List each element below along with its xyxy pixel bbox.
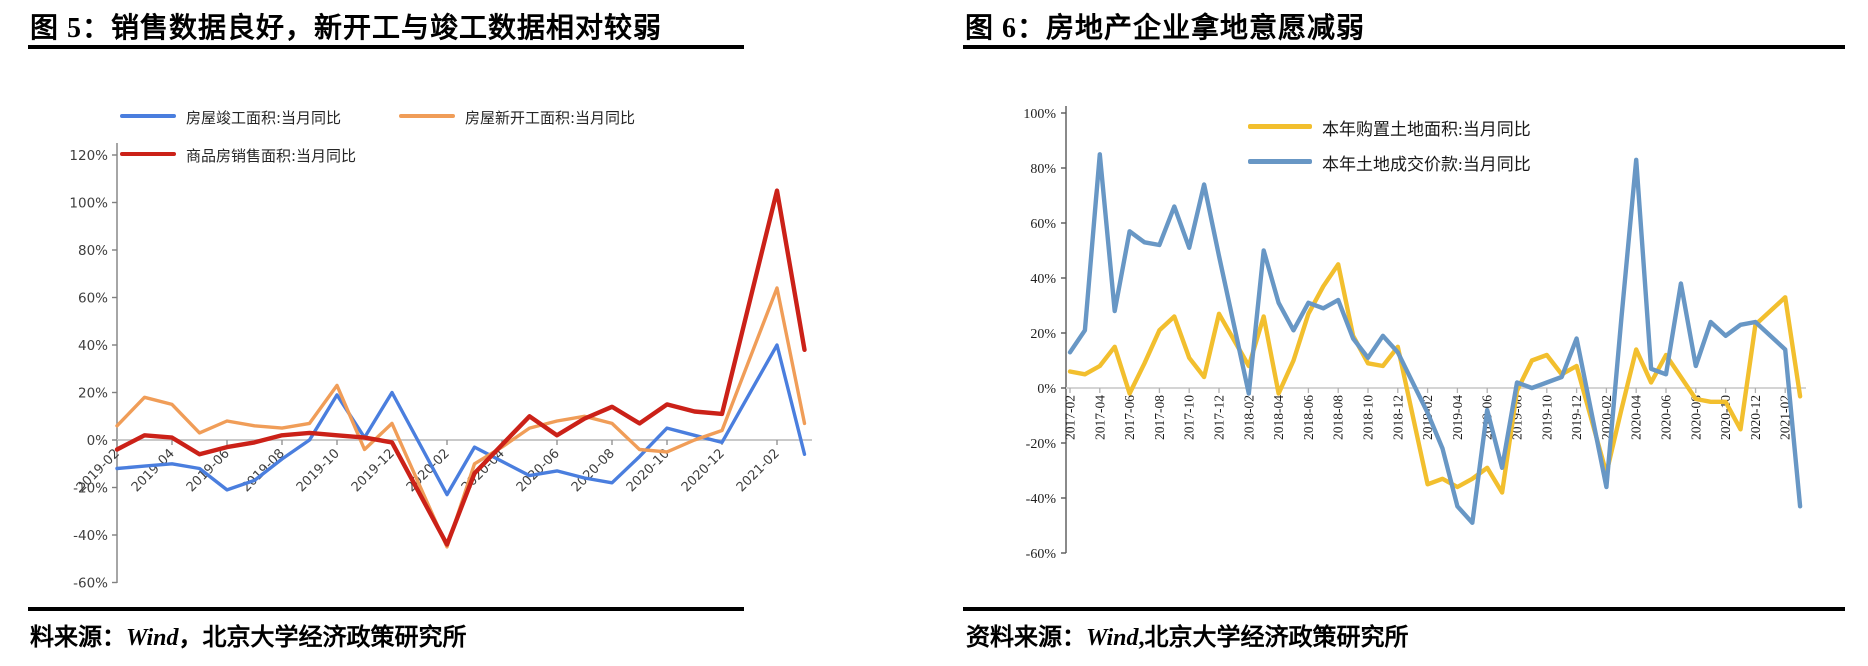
series-line-2 <box>114 188 807 547</box>
figure5-source-prefix: 料来源： <box>30 625 126 651</box>
x-tick-label: 2018-02 <box>1241 395 1256 440</box>
legend-label-completed-area: 房屋竣工面积:当月同比 <box>186 109 342 127</box>
x-tick-label: 2020-12 <box>1748 395 1763 440</box>
x-tick-label: 2020-08 <box>569 446 618 495</box>
x-tick-label: 2018-08 <box>1331 395 1346 440</box>
x-tick-label: 2019-12 <box>349 446 398 495</box>
y-tick-label: -60% <box>1026 547 1057 562</box>
x-tick-label: 2018-10 <box>1361 395 1376 440</box>
y-tick-label: 120% <box>69 148 108 164</box>
x-tick-label: 2018-06 <box>1301 395 1316 440</box>
y-tick-label: -40% <box>1026 492 1057 507</box>
y-tick-label: 60% <box>1030 217 1056 232</box>
x-tick-label: 2018-12 <box>1390 395 1405 440</box>
series-line-0 <box>115 343 807 497</box>
y-tick-label: 20% <box>1030 327 1056 342</box>
y-tick-label: 80% <box>78 243 108 259</box>
y-tick-label: 80% <box>1030 162 1056 177</box>
y-tick-label: -40% <box>73 528 108 544</box>
legend-label-land-area: 本年购置土地面积:当月同比 <box>1322 120 1531 139</box>
new-starts-line-swatch <box>399 114 455 118</box>
x-tick-label: 2020-10 <box>624 446 673 495</box>
series-line-0 <box>1067 262 1803 495</box>
y-tick-label: 0% <box>87 433 109 449</box>
y-tick-label: 100% <box>69 196 108 212</box>
x-tick-label: 2020-12 <box>679 446 728 495</box>
y-tick-label: 60% <box>78 291 108 307</box>
x-tick-label: 2019-04 <box>1450 395 1465 440</box>
figure5-source-brand: Wind <box>126 625 179 651</box>
x-tick-label: 2017-02 <box>1063 395 1078 440</box>
x-tick-label: 2019-12 <box>1569 395 1584 440</box>
legend-label-land-value: 本年土地成交价款:当月同比 <box>1322 155 1531 174</box>
y-tick-label: 100% <box>1023 107 1056 122</box>
y-tick-label: -20% <box>73 481 108 497</box>
figure5-plot: 120% 100% 80% 60% 40% 20% 0% -20% -40% -60% 2019-0… <box>69 143 812 592</box>
figure5-title: 图 5：销售数据良好，新开工与竣工数据相对较弱 <box>30 13 663 44</box>
x-tick-label: 2019-04 <box>129 446 178 495</box>
figure5-bottom-rule <box>28 607 744 611</box>
figure6-source: 资料来源：Wind,北京大学经济政策研究所 <box>966 617 1408 652</box>
figure5-source-suffix: ，北京大学经济政策研究所 <box>178 625 467 651</box>
figure5-source: 料来源：Wind，北京大学经济政策研究所 <box>30 617 466 652</box>
x-tick-label: 2020-08 <box>1688 395 1703 440</box>
figure6-source-suffix: ,北京大学经济政策研究所 <box>1138 625 1409 651</box>
y-tick-label: 40% <box>1030 272 1056 287</box>
x-tick-label: 2017-08 <box>1152 395 1167 440</box>
x-tick-label: 2020-04 <box>1629 395 1644 440</box>
completed-area-line-swatch <box>120 114 176 118</box>
x-tick-label: 2020-06 <box>1659 395 1674 440</box>
x-tick-label: 2019-10 <box>1539 395 1554 440</box>
x-tick-label: 2017-04 <box>1092 395 1107 440</box>
x-tick-label: 2017-12 <box>1212 395 1227 440</box>
land-value-line-swatch <box>1248 159 1312 164</box>
y-tick-label: 20% <box>78 386 108 402</box>
x-tick-label: 2017-06 <box>1122 395 1137 440</box>
x-tick-label: 2019-10 <box>294 446 343 495</box>
figure6-plot: 100% 80% 60% 40% 20% 0% -20% -40% -60% 2017-02 201… <box>1023 106 1806 562</box>
series-line-1 <box>1067 152 1803 525</box>
x-tick-label: 2018-04 <box>1271 395 1286 440</box>
figure6-title: 图 6：房地产企业拿地意愿减弱 <box>965 13 1366 44</box>
legend-label-sales-area: 商品房销售面积:当月同比 <box>186 147 357 165</box>
y-tick-label: -60% <box>73 576 108 592</box>
figure5-title-rule <box>28 45 744 49</box>
x-tick-label: 2021-02 <box>734 446 783 495</box>
y-tick-label: -20% <box>1026 437 1057 452</box>
x-tick-label: 2019-08 <box>239 446 288 495</box>
figure6-source-prefix: 资料来源： <box>966 625 1086 651</box>
legend-label-new-starts: 房屋新开工面积:当月同比 <box>465 109 636 127</box>
x-tick-label: 2020-02 <box>404 446 453 495</box>
y-tick-label: 40% <box>78 338 108 354</box>
sales-area-line-swatch <box>120 152 176 156</box>
land-area-line-swatch <box>1248 124 1312 129</box>
figure6-source-brand: Wind <box>1086 625 1139 651</box>
figure6-bottom-rule <box>963 607 1845 611</box>
figure6-title-rule <box>963 45 1845 49</box>
y-tick-label: 0% <box>1037 382 1056 397</box>
x-tick-label: 2017-10 <box>1182 395 1197 440</box>
